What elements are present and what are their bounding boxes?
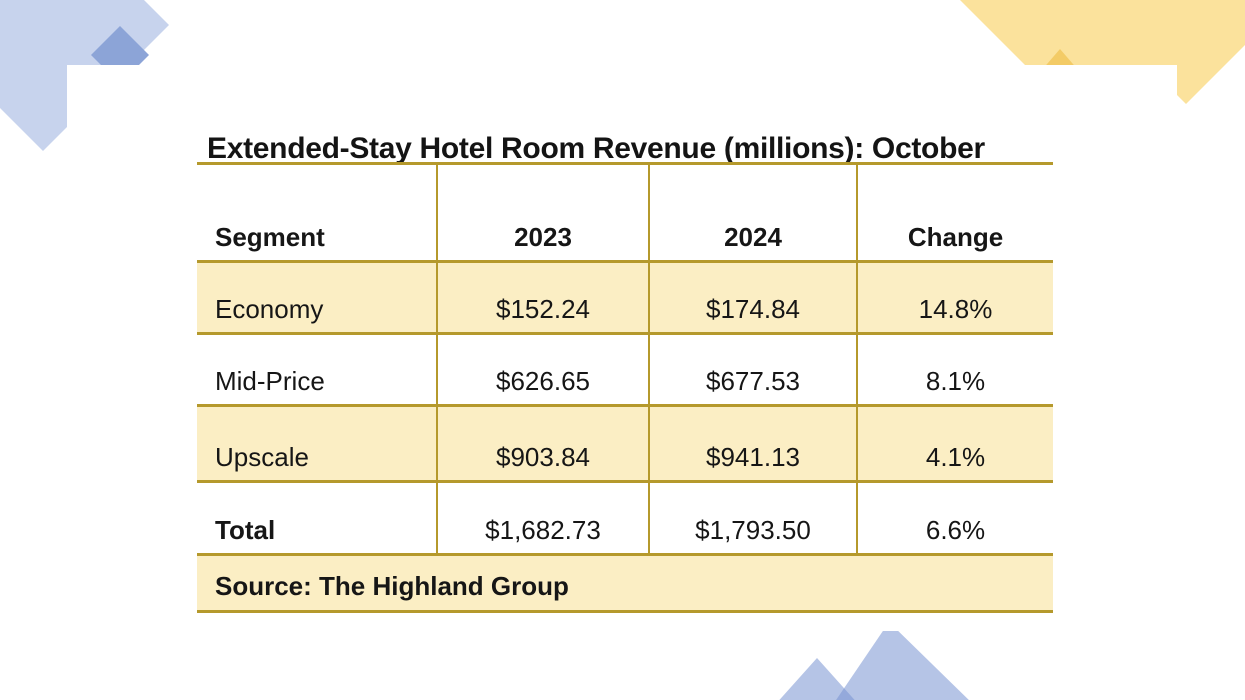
deco-bottom-small-triangle <box>779 658 855 700</box>
deco-bottom-large-triangle <box>836 622 969 700</box>
segment-cell: Upscale <box>197 404 438 482</box>
table-source-row: Source: The Highland Group <box>197 553 1053 613</box>
value-2024-cell: $677.53 <box>649 332 858 406</box>
segment-cell-total: Total <box>197 480 438 555</box>
value-2023-cell: $903.84 <box>437 404 650 482</box>
value-2023-cell: $152.24 <box>437 260 650 334</box>
header-segment: Segment <box>197 162 438 262</box>
table-row-upscale: Upscale $903.84 $941.13 4.1% <box>197 404 1053 482</box>
segment-cell: Economy <box>197 260 438 334</box>
header-2024: 2024 <box>649 162 858 262</box>
segment-cell: Mid-Price <box>197 332 438 406</box>
table-header-row: Segment 2023 2024 Change <box>197 162 1053 262</box>
header-2023: 2023 <box>437 162 650 262</box>
deco-top-right-yellow-diamond-2 <box>1082 0 1245 104</box>
table-row-total: Total $1,682.73 $1,793.50 6.6% <box>197 480 1053 555</box>
header-change: Change <box>857 162 1053 262</box>
value-2023-cell: $1,682.73 <box>437 480 650 555</box>
change-cell: 4.1% <box>857 404 1053 482</box>
table-row-economy: Economy $152.24 $174.84 14.8% <box>197 260 1053 334</box>
change-cell: 8.1% <box>857 332 1053 406</box>
value-2023-cell: $626.65 <box>437 332 650 406</box>
source-cell: Source: The Highland Group <box>197 553 1053 613</box>
value-2024-cell: $174.84 <box>649 260 858 334</box>
change-cell: 14.8% <box>857 260 1053 334</box>
value-2024-cell: $941.13 <box>649 404 858 482</box>
value-2024-cell: $1,793.50 <box>649 480 858 555</box>
table-row-midprice: Mid-Price $626.65 $677.53 8.1% <box>197 332 1053 406</box>
change-cell: 6.6% <box>857 480 1053 555</box>
page-title: Extended-Stay Hotel Room Revenue (millio… <box>207 132 985 165</box>
revenue-table: Segment 2023 2024 Change Economy $152.24… <box>197 162 1053 613</box>
